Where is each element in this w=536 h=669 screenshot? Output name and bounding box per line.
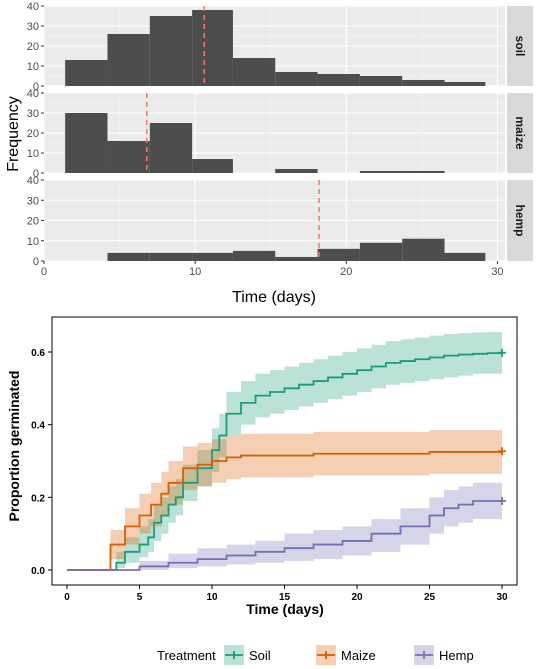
histogram-bar xyxy=(192,252,233,261)
y-tick-label: 30 xyxy=(27,21,39,33)
y-tick-label: 10 xyxy=(27,61,39,73)
histogram-bar xyxy=(107,34,150,86)
histogram-bar xyxy=(232,250,276,261)
y-tick-label: 0.2 xyxy=(31,493,45,504)
facet-strip xyxy=(507,180,533,261)
hist-y-axis-title: Frequency xyxy=(5,96,22,172)
confidence-band-soil xyxy=(67,332,502,570)
histogram-bar xyxy=(444,252,486,261)
y-tick-label: 20 xyxy=(27,216,39,228)
confidence-band-maize xyxy=(67,430,502,570)
histogram-bar xyxy=(149,123,193,173)
y-tick-label: 10 xyxy=(27,236,39,248)
y-tick-label: 0.6 xyxy=(31,348,45,359)
facet-label: maize xyxy=(513,116,527,150)
curve-hemp xyxy=(67,500,502,571)
histogram-bar xyxy=(359,171,403,173)
histogram-bar xyxy=(359,242,403,261)
x-tick-label: 25 xyxy=(424,592,436,603)
y-tick-label: 40 xyxy=(27,88,39,100)
y-tick-label: 0 xyxy=(33,81,39,93)
curve-soil xyxy=(67,352,503,571)
histogram-bar xyxy=(149,252,193,261)
histogram-bar xyxy=(317,74,360,86)
y-tick-label: 40 xyxy=(27,175,39,187)
histogram-bar xyxy=(192,10,233,86)
facet-strip xyxy=(507,6,533,86)
y-tick-label: 30 xyxy=(27,108,39,120)
x-tick-label: 30 xyxy=(496,592,508,603)
histogram-bar xyxy=(402,238,445,261)
legend-label: Maize xyxy=(341,648,376,663)
x-tick-label: 15 xyxy=(279,592,291,603)
facet-strip xyxy=(507,93,533,173)
x-tick-label: 0 xyxy=(41,266,47,278)
y-tick-label: 30 xyxy=(27,195,39,207)
histogram-bar xyxy=(232,58,276,86)
x-tick-label: 5 xyxy=(137,592,143,603)
hist-x-axis-title: Time (days) xyxy=(232,289,316,306)
histogram-bar xyxy=(65,60,108,86)
histogram-bar xyxy=(317,248,360,261)
histogram-bar xyxy=(402,171,445,173)
y-tick-label: 10 xyxy=(27,148,39,160)
facet-label: hemp xyxy=(513,204,527,236)
x-tick-label: 10 xyxy=(206,592,218,603)
x-tick-label: 20 xyxy=(351,592,363,603)
x-tick-label: 10 xyxy=(189,266,201,278)
y-tick-label: 20 xyxy=(27,41,39,53)
x-tick-label: 30 xyxy=(491,266,503,278)
histogram-bar xyxy=(107,141,150,173)
confidence-band-hemp xyxy=(67,482,502,570)
curve-maize xyxy=(67,451,503,571)
curve-x-axis-title: Time (days) xyxy=(246,601,324,617)
histogram-bar xyxy=(65,113,108,173)
y-tick-label: 20 xyxy=(27,128,39,140)
germination-curves: 0.0 0.2 0.4 0.6 0 5 10 15 20 25 30 xyxy=(31,316,518,603)
histogram-bar xyxy=(149,16,193,86)
curve-y-axis-title: Proportion germinated xyxy=(6,371,22,522)
legend: Treatment Soil Maize Hemp xyxy=(157,645,474,665)
histogram-bar xyxy=(275,72,318,86)
histogram-facets: soil 0 10 20 30 40 maize 0 10 20 30 40 hemp 0 10 20 30 40… xyxy=(27,1,533,278)
legend-label: Soil xyxy=(249,648,271,663)
histogram-bar xyxy=(192,159,233,173)
histogram-bar xyxy=(359,76,403,86)
y-tick-label: 0 xyxy=(33,168,39,180)
y-tick-label: 40 xyxy=(27,1,39,13)
legend-title: Treatment xyxy=(157,648,216,663)
x-tick-label: 20 xyxy=(340,266,352,278)
histogram-bar xyxy=(402,80,445,86)
y-tick-label: 0.0 xyxy=(31,566,45,577)
y-tick-label: 0 xyxy=(33,256,39,268)
histogram-bar xyxy=(275,256,318,261)
facet-label: soil xyxy=(513,36,527,57)
legend-label: Hemp xyxy=(439,648,474,663)
histogram-bar xyxy=(444,82,486,86)
histogram-bar xyxy=(107,252,150,261)
histogram-bar xyxy=(275,169,318,173)
y-tick-label: 0.4 xyxy=(31,421,45,432)
x-tick-label: 0 xyxy=(64,592,70,603)
